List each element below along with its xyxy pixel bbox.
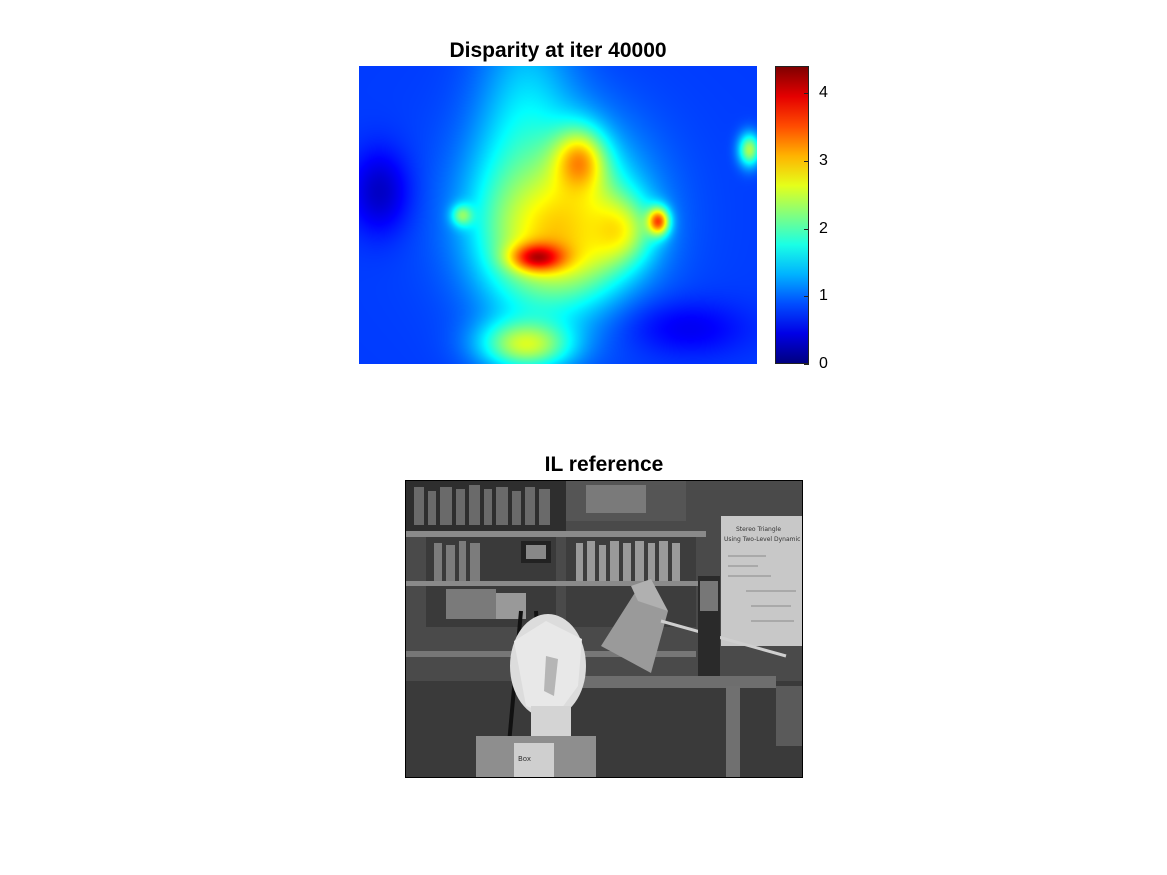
disparity-heatmap [359, 66, 757, 364]
colorbar-tick-mark [804, 228, 809, 230]
heatmap-canvas [359, 66, 757, 364]
colorbar-ticks: 0 1 2 3 4 [804, 66, 869, 372]
poster-line-1: Stereo Triangle [736, 526, 781, 533]
colorbar-tick-mark [804, 364, 809, 365]
colorbar-tick-label: 2 [819, 219, 828, 237]
colorbar-tick-label: 0 [819, 355, 828, 372]
colorbar-tick-label: 3 [819, 151, 828, 169]
colorbar-tick-label: 1 [819, 287, 828, 305]
colorbar-tick-mark [804, 160, 809, 162]
colorbar-tick-label: 4 [819, 84, 828, 102]
il-reference-image: Stereo Triangle Using Two-Level Dynamic … [405, 480, 803, 778]
reference-scene: Stereo Triangle Using Two-Level Dynamic … [406, 481, 802, 777]
box-label: Box [518, 755, 531, 763]
colorbar-tick-mark [804, 93, 809, 95]
colorbar [775, 66, 809, 364]
colorbar-tick-mark [804, 296, 809, 298]
poster-line-2: Using Two-Level Dynamic [724, 536, 800, 543]
heatmap-title: Disparity at iter 40000 [449, 39, 667, 62]
reference-title: IL reference [544, 453, 664, 476]
